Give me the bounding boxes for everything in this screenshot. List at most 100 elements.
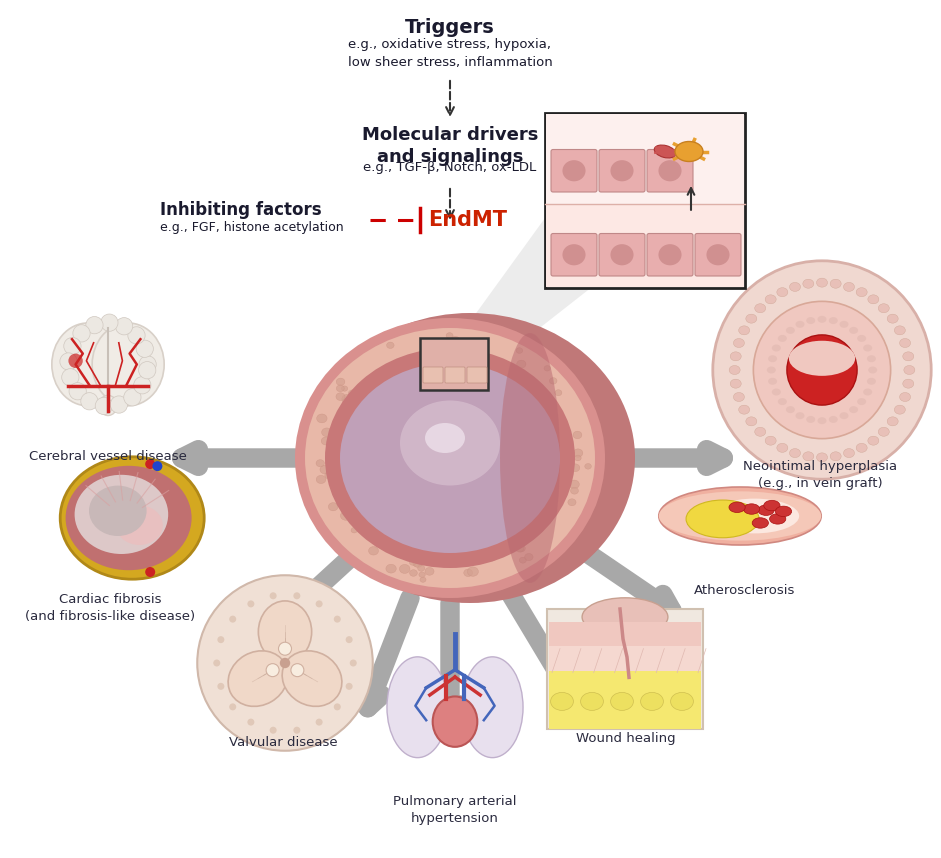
- Bar: [546, 114, 744, 204]
- Ellipse shape: [575, 455, 582, 461]
- Ellipse shape: [419, 572, 425, 577]
- Ellipse shape: [343, 468, 355, 478]
- Ellipse shape: [839, 412, 849, 420]
- Circle shape: [62, 369, 79, 386]
- Circle shape: [270, 727, 277, 734]
- Ellipse shape: [351, 510, 359, 517]
- Ellipse shape: [468, 567, 478, 577]
- Ellipse shape: [863, 345, 872, 352]
- Ellipse shape: [563, 245, 585, 265]
- Ellipse shape: [391, 529, 401, 536]
- Ellipse shape: [383, 515, 392, 523]
- Ellipse shape: [777, 287, 788, 297]
- Ellipse shape: [438, 543, 443, 549]
- Ellipse shape: [420, 577, 426, 583]
- Ellipse shape: [328, 503, 338, 511]
- Ellipse shape: [344, 457, 351, 463]
- Circle shape: [86, 317, 104, 334]
- Ellipse shape: [336, 385, 344, 392]
- Ellipse shape: [508, 384, 517, 390]
- Ellipse shape: [52, 323, 124, 406]
- Ellipse shape: [550, 420, 558, 428]
- Wedge shape: [793, 341, 851, 374]
- Ellipse shape: [900, 339, 911, 347]
- Circle shape: [279, 658, 290, 668]
- Circle shape: [754, 301, 890, 438]
- Circle shape: [116, 317, 133, 335]
- Circle shape: [315, 719, 323, 726]
- Ellipse shape: [400, 401, 500, 486]
- Bar: [545, 113, 745, 288]
- Ellipse shape: [878, 304, 889, 312]
- Ellipse shape: [408, 548, 418, 557]
- Ellipse shape: [420, 370, 427, 376]
- Ellipse shape: [538, 399, 545, 405]
- Ellipse shape: [399, 527, 407, 533]
- Circle shape: [69, 353, 83, 368]
- Ellipse shape: [729, 366, 741, 374]
- Ellipse shape: [503, 387, 514, 396]
- Circle shape: [217, 636, 224, 644]
- Ellipse shape: [464, 569, 472, 577]
- Ellipse shape: [336, 393, 345, 401]
- Ellipse shape: [409, 570, 418, 577]
- Ellipse shape: [904, 366, 915, 374]
- Ellipse shape: [552, 484, 560, 491]
- Ellipse shape: [116, 505, 163, 545]
- Text: Molecular drivers
and signalings: Molecular drivers and signalings: [361, 126, 538, 166]
- Ellipse shape: [611, 160, 633, 181]
- Ellipse shape: [497, 533, 507, 542]
- Ellipse shape: [321, 437, 330, 445]
- Ellipse shape: [519, 531, 527, 537]
- Ellipse shape: [316, 460, 325, 467]
- Ellipse shape: [543, 462, 551, 468]
- Circle shape: [279, 642, 292, 656]
- Ellipse shape: [729, 502, 745, 512]
- Circle shape: [230, 704, 236, 710]
- Ellipse shape: [462, 657, 523, 758]
- Ellipse shape: [746, 314, 757, 323]
- Ellipse shape: [765, 295, 776, 304]
- Text: Atherosclerosis: Atherosclerosis: [694, 584, 796, 597]
- Ellipse shape: [830, 452, 841, 461]
- Ellipse shape: [675, 142, 703, 161]
- Ellipse shape: [563, 160, 585, 181]
- Text: Triggers: Triggers: [406, 18, 495, 37]
- Ellipse shape: [894, 405, 905, 414]
- Ellipse shape: [417, 371, 424, 377]
- Ellipse shape: [778, 335, 787, 341]
- Ellipse shape: [340, 363, 560, 553]
- Ellipse shape: [413, 559, 423, 567]
- Ellipse shape: [758, 505, 774, 516]
- Bar: [546, 204, 744, 287]
- Circle shape: [136, 340, 153, 358]
- Text: Pulmonary arterial
hypertension: Pulmonary arterial hypertension: [393, 795, 517, 825]
- Circle shape: [334, 616, 341, 623]
- Ellipse shape: [707, 245, 729, 265]
- Ellipse shape: [541, 518, 548, 524]
- FancyBboxPatch shape: [423, 367, 443, 383]
- Ellipse shape: [92, 323, 164, 406]
- Bar: [549, 622, 701, 649]
- Circle shape: [270, 592, 277, 599]
- Ellipse shape: [772, 345, 781, 352]
- Ellipse shape: [611, 245, 633, 265]
- Ellipse shape: [829, 317, 837, 324]
- Ellipse shape: [856, 444, 868, 452]
- Circle shape: [69, 383, 87, 400]
- Ellipse shape: [345, 435, 354, 442]
- Ellipse shape: [770, 514, 786, 524]
- Ellipse shape: [755, 304, 766, 312]
- Ellipse shape: [347, 505, 357, 513]
- Ellipse shape: [902, 379, 914, 388]
- Ellipse shape: [867, 355, 876, 362]
- Ellipse shape: [555, 390, 562, 396]
- Ellipse shape: [531, 396, 538, 403]
- Text: Valvular disease: Valvular disease: [229, 736, 337, 749]
- Ellipse shape: [455, 369, 463, 377]
- Circle shape: [95, 397, 113, 414]
- Ellipse shape: [99, 396, 117, 415]
- Ellipse shape: [867, 378, 876, 384]
- Circle shape: [712, 261, 932, 480]
- Ellipse shape: [387, 342, 394, 348]
